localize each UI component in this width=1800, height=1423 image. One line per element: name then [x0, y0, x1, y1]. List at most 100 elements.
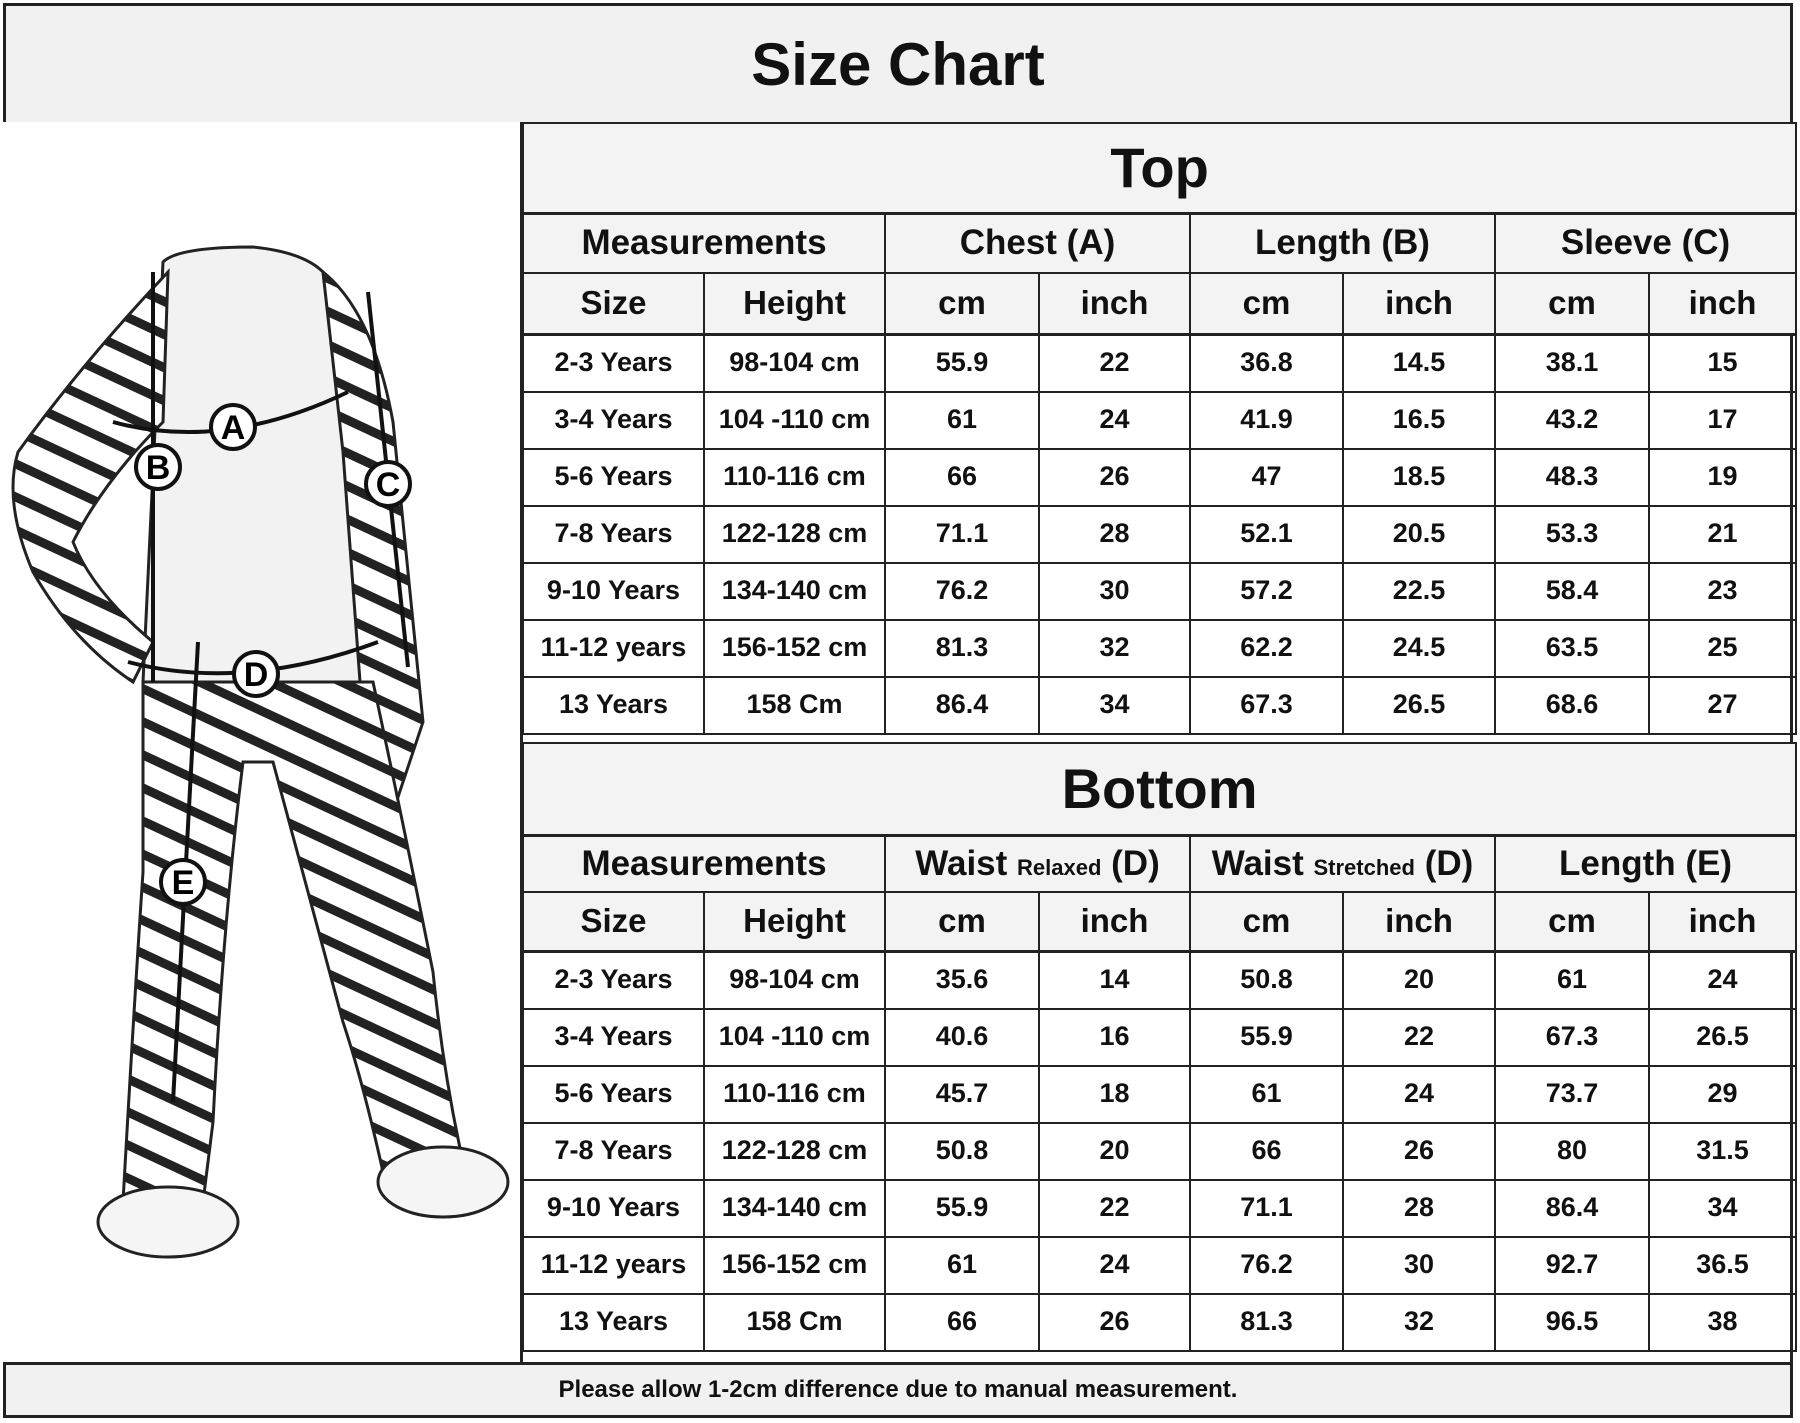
bottom-group-length: Length (E)	[1493, 834, 1798, 893]
top-table-cell: 2-3 Years	[522, 333, 705, 393]
top-table-cell: 19	[1647, 447, 1798, 507]
top-group-length: Length (B)	[1189, 212, 1496, 274]
measurement-diagram: A B C D E	[11, 245, 510, 1259]
top-table-cell: 71.1	[884, 504, 1040, 564]
bottom-table-cell: 92.7	[1494, 1235, 1650, 1295]
bottom-table-cell: 86.4	[1494, 1178, 1650, 1238]
top-table-cell: 53.3	[1494, 504, 1650, 564]
bottom-subheader-cell: inch	[1038, 891, 1191, 953]
bottom-subheader-cell: Size	[522, 891, 705, 953]
bottom-table-row: 9-10 Years 134-140 cm 55.9 22 71.1 28 86.4 34	[522, 1178, 1798, 1238]
bottom-group-measurements: Measurements	[522, 834, 886, 893]
top-table-cell: 86.4	[884, 675, 1040, 735]
top-table-cell: 38.1	[1494, 333, 1650, 393]
top-table-cell: 47	[1189, 447, 1344, 507]
top-table-cell: 43.2	[1494, 390, 1650, 450]
top-table-cell: 22.5	[1342, 561, 1496, 621]
bottom-table-cell: 31.5	[1647, 1121, 1798, 1181]
bottom-table-cell: 134-140 cm	[703, 1178, 886, 1238]
top-table-cell: 25	[1647, 618, 1798, 678]
top-table-cell: 66	[884, 447, 1040, 507]
top-table-cell: 62.2	[1189, 618, 1344, 678]
top-table-row: 3-4 Years 104 -110 cm 61 24 41.9 16.5 43.2 17	[522, 390, 1798, 450]
svg-text:B: B	[146, 449, 171, 487]
top-subheader-cell: Height	[703, 272, 886, 336]
bottom-table-cell: 3-4 Years	[522, 1007, 705, 1067]
top-table-cell: 63.5	[1494, 618, 1650, 678]
top-table-row: 7-8 Years 122-128 cm 71.1 28 52.1 20.5 53.3 21	[522, 504, 1798, 564]
bottom-table-cell: 28	[1342, 1178, 1496, 1238]
top-table-cell: 13 Years	[522, 675, 705, 735]
bottom-table-cell: 104 -110 cm	[703, 1007, 886, 1067]
bottom-table-cell: 7-8 Years	[522, 1121, 705, 1181]
top-table-cell: 34	[1038, 675, 1191, 735]
top-table-cell: 27	[1647, 675, 1798, 735]
top-table-cell: 21	[1647, 504, 1798, 564]
bottom-table-cell: 55.9	[1189, 1007, 1344, 1067]
bottom-table-cell: 66	[1189, 1121, 1344, 1181]
top-table-cell: 104 -110 cm	[703, 390, 886, 450]
top-table-row: 5-6 Years 110-116 cm 66 26 47 18.5 48.3 19	[522, 447, 1798, 507]
bottom-table-cell: 122-128 cm	[703, 1121, 886, 1181]
bottom-table-cell: 26	[1342, 1121, 1496, 1181]
bottom-table-cell: 24	[1342, 1064, 1496, 1124]
bottom-subheader-cell: cm	[884, 891, 1040, 953]
top-subheader-cell: cm	[1494, 272, 1650, 336]
top-table-row: 2-3 Years 98-104 cm 55.9 22 36.8 14.5 38.1 15	[522, 333, 1798, 393]
top-section-title: Top	[521, 122, 1798, 215]
bottom-table-cell: 73.7	[1494, 1064, 1650, 1124]
top-table-cell: 67.3	[1189, 675, 1344, 735]
bottom-table-cell: 22	[1038, 1178, 1191, 1238]
top-subheader-cell: inch	[1038, 272, 1191, 336]
bottom-table-cell: 50.8	[1189, 950, 1344, 1010]
bottom-subheader-cell: cm	[1189, 891, 1344, 953]
bottom-table-cell: 24	[1647, 950, 1798, 1010]
svg-text:D: D	[244, 656, 269, 694]
bottom-table-cell: 30	[1342, 1235, 1496, 1295]
bottom-section-title: Bottom	[521, 742, 1798, 837]
top-table-cell: 5-6 Years	[522, 447, 705, 507]
marker-a: A	[209, 403, 257, 451]
bottom-table-cell: 34	[1647, 1178, 1798, 1238]
top-table-row: 13 Years 158 Cm 86.4 34 67.3 26.5 68.6 27	[522, 675, 1798, 735]
bottom-table-cell: 36.5	[1647, 1235, 1798, 1295]
svg-text:C: C	[376, 466, 401, 504]
bottom-table-cell: 26.5	[1647, 1007, 1798, 1067]
bottom-table-cell: 61	[1494, 950, 1650, 1010]
top-table-cell: 20.5	[1342, 504, 1496, 564]
bottom-table-row: 7-8 Years 122-128 cm 50.8 20 66 26 80 31.5	[522, 1121, 1798, 1181]
bottom-table-cell: 9-10 Years	[522, 1178, 705, 1238]
bottom-table-row: 3-4 Years 104 -110 cm 40.6 16 55.9 22 67.3 26.5	[522, 1007, 1798, 1067]
top-table-cell: 11-12 years	[522, 618, 705, 678]
top-table-cell: 28	[1038, 504, 1191, 564]
top-table-cell: 18.5	[1342, 447, 1496, 507]
bottom-table-cell: 35.6	[884, 950, 1040, 1010]
bottom-table-cell: 50.8	[884, 1121, 1040, 1181]
bottom-group-waist-stretched: Waist Stretched (D)	[1189, 834, 1496, 893]
bottom-size-table: Bottom Measurements Waist Relaxed (D) Wa…	[521, 742, 1798, 1352]
top-table-cell: 98-104 cm	[703, 333, 886, 393]
top-table-cell: 26.5	[1342, 675, 1496, 735]
marker-e: E	[159, 858, 207, 906]
bottom-table-cell: 29	[1647, 1064, 1798, 1124]
top-table-cell: 16.5	[1342, 390, 1496, 450]
bottom-table-cell: 2-3 Years	[522, 950, 705, 1010]
top-subheader-cell: inch	[1647, 272, 1798, 336]
bottom-table-cell: 18	[1038, 1064, 1191, 1124]
top-table-cell: 134-140 cm	[703, 561, 886, 621]
footer-note: Please allow 1-2cm difference due to man…	[3, 1362, 1793, 1418]
measurement-label-markers: A B C D E	[134, 403, 412, 906]
top-table-cell: 68.6	[1494, 675, 1650, 735]
top-table-cell: 26	[1038, 447, 1191, 507]
top-table-cell: 9-10 Years	[522, 561, 705, 621]
top-table-cell: 158 Cm	[703, 675, 886, 735]
top-table-cell: 24.5	[1342, 618, 1496, 678]
bottom-table-cell: 20	[1038, 1121, 1191, 1181]
bottom-table-cell: 26	[1038, 1292, 1191, 1352]
bottom-table-cell: 14	[1038, 950, 1191, 1010]
bottom-subheader-cell: inch	[1342, 891, 1496, 953]
bottom-group-waist-relaxed: Waist Relaxed (D)	[884, 834, 1191, 893]
top-subheader-row: Size Height cm inch cm inch cm inch	[522, 272, 1798, 336]
bottom-table-cell: 38	[1647, 1292, 1798, 1352]
bottom-table-cell: 81.3	[1189, 1292, 1344, 1352]
